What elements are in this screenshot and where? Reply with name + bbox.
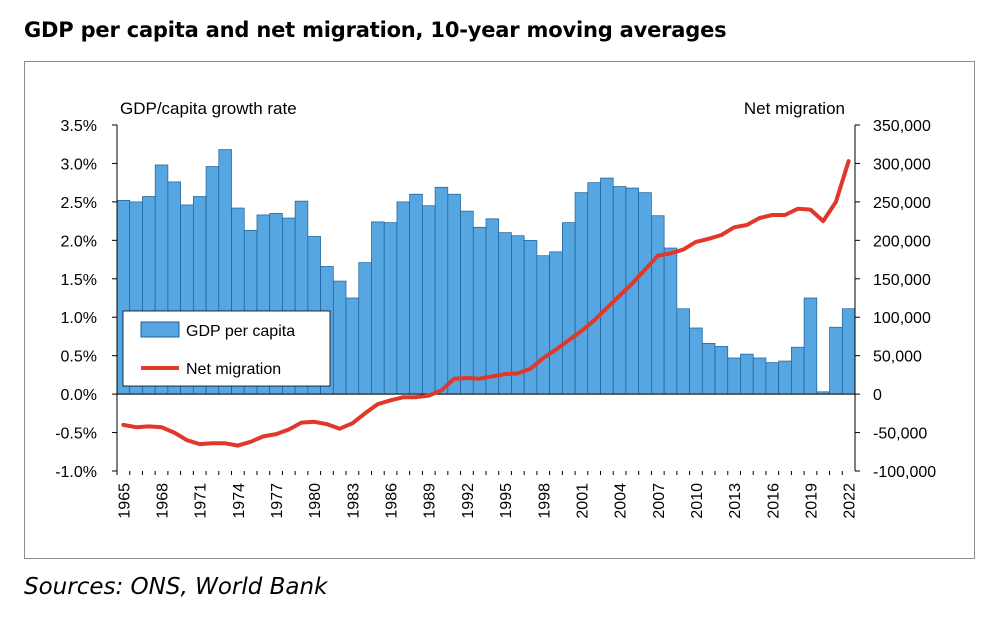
y-left-axis-label: GDP/capita growth rate bbox=[120, 99, 297, 118]
y-left-tick-label: -0.5% bbox=[55, 426, 97, 443]
x-tick-label: 1980 bbox=[307, 483, 324, 519]
legend: GDP per capita Net migration bbox=[122, 310, 331, 387]
gdp-bar-2011 bbox=[701, 343, 716, 395]
gdp-bar-1984 bbox=[358, 262, 372, 395]
y-left-tick-label: -1.0% bbox=[55, 464, 97, 481]
y-left-tick-label: 0.0% bbox=[61, 387, 97, 404]
y-right-tick-label: 50,000 bbox=[873, 349, 922, 366]
gdp-bar-1992 bbox=[460, 210, 474, 395]
x-tick-label: 1965 bbox=[116, 483, 133, 519]
gdp-bar-2005 bbox=[625, 187, 640, 395]
x-tick-label: 1989 bbox=[422, 483, 439, 519]
x-tick-label: 2013 bbox=[727, 483, 744, 519]
y-left-tick-label: 3.5% bbox=[61, 118, 97, 135]
x-tick-label: 1986 bbox=[384, 483, 401, 519]
x-tick-label: 2010 bbox=[689, 483, 706, 519]
gdp-bar-2012 bbox=[714, 346, 729, 395]
x-tick-label: 1995 bbox=[498, 483, 515, 519]
axes-group bbox=[112, 124, 860, 475]
gdp-bar-2014 bbox=[740, 353, 754, 395]
gdp-bar-2016 bbox=[765, 362, 779, 395]
x-tick-label: 1977 bbox=[269, 483, 286, 519]
gdp-bar-2017 bbox=[778, 360, 792, 395]
gdp-bar-2007 bbox=[651, 215, 665, 395]
y-right-axis-label: Net migration bbox=[744, 99, 845, 118]
gdp-bar-1994 bbox=[485, 218, 500, 395]
chart-frame bbox=[24, 61, 975, 559]
gdp-bar-2015 bbox=[752, 357, 767, 395]
x-tick-label: 2016 bbox=[765, 483, 782, 519]
x-tick-label: 2004 bbox=[613, 483, 630, 519]
gdp-bar-2006 bbox=[638, 192, 652, 395]
gdp-bar-2009 bbox=[676, 308, 690, 395]
gdp-bar-2001 bbox=[574, 192, 589, 395]
x-tick-label: 2022 bbox=[842, 483, 859, 519]
gdp-bar-1983 bbox=[345, 297, 360, 395]
y-left-tick-label: 2.5% bbox=[61, 195, 97, 212]
y-right-tick-label: 350,000 bbox=[873, 118, 931, 135]
gdp-bar-1989 bbox=[422, 205, 436, 395]
gdp-bar-1987 bbox=[396, 201, 410, 395]
sources-note: Sources: ONS, World Bank bbox=[24, 574, 328, 600]
y-left-tick-label: 1.0% bbox=[61, 310, 97, 327]
x-tick-label: 1992 bbox=[460, 483, 477, 519]
y-right-tick-label: 0 bbox=[873, 387, 882, 404]
net-migration-line bbox=[121, 159, 851, 448]
gdp-bar-1991 bbox=[447, 193, 461, 395]
x-tick-label: 1974 bbox=[231, 483, 248, 519]
gdp-bar-2018 bbox=[791, 346, 805, 395]
gdp-bar-2008 bbox=[663, 247, 678, 395]
x-tick-label: 1983 bbox=[345, 483, 362, 519]
legend-label-migration: Net migration bbox=[186, 361, 281, 378]
gdp-bar-2021 bbox=[829, 326, 843, 395]
y-right-tick-label: 100,000 bbox=[873, 310, 931, 327]
gdp-bar-1993 bbox=[472, 226, 487, 395]
x-tick-label: 2001 bbox=[574, 483, 591, 519]
gdp-bar-1985 bbox=[371, 221, 385, 395]
gdp-bar-1999 bbox=[549, 251, 563, 395]
gdp-bar-1982 bbox=[332, 280, 347, 395]
gdp-bar-2000 bbox=[561, 222, 576, 395]
legend-label-gdp: GDP per capita bbox=[186, 323, 295, 340]
y-right-tick-label: 250,000 bbox=[873, 195, 931, 212]
y-left-tick-label: 3.0% bbox=[61, 156, 97, 173]
x-tick-label: 1971 bbox=[193, 483, 210, 519]
gdp-bar-2002 bbox=[587, 182, 601, 395]
gdp-bar-1995 bbox=[498, 232, 512, 395]
gdp-bar-1986 bbox=[383, 222, 398, 395]
gdp-bar-2013 bbox=[727, 357, 741, 395]
y-right-tick-label: -100,000 bbox=[873, 464, 936, 481]
x-tick-label: 2007 bbox=[651, 483, 668, 519]
gdp-bar-2010 bbox=[689, 327, 703, 395]
gdp-bar-2019 bbox=[803, 297, 818, 395]
gdp-bar-1988 bbox=[409, 193, 423, 395]
gdp-bar-2003 bbox=[600, 177, 614, 395]
y-right-tick-label: -50,000 bbox=[873, 426, 927, 443]
x-tick-label: 1968 bbox=[155, 483, 172, 519]
y-right-tick-label: 200,000 bbox=[873, 233, 931, 250]
ticks-group: 3.5% 3.0% 2.5% 2.0% 1.5% 1.0% 0.5% 0.0% -0.5% -1.… bbox=[55, 118, 936, 519]
x-tick-label: 1998 bbox=[536, 483, 553, 519]
y-right-tick-label: 300,000 bbox=[873, 156, 931, 173]
y-left-tick-label: 2.0% bbox=[61, 233, 97, 250]
y-right-tick-label: 150,000 bbox=[873, 272, 931, 289]
gdp-bar-1990 bbox=[434, 186, 449, 395]
chart-title: GDP per capita and net migration, 10-yea… bbox=[24, 18, 727, 42]
gdp-bar-1998 bbox=[536, 255, 550, 395]
y-left-tick-label: 0.5% bbox=[61, 349, 97, 366]
x-tick-label: 2019 bbox=[804, 483, 821, 519]
legend-bar-swatch bbox=[140, 321, 180, 338]
gdp-bar-2022 bbox=[841, 308, 856, 395]
y-left-tick-label: 1.5% bbox=[61, 272, 97, 289]
